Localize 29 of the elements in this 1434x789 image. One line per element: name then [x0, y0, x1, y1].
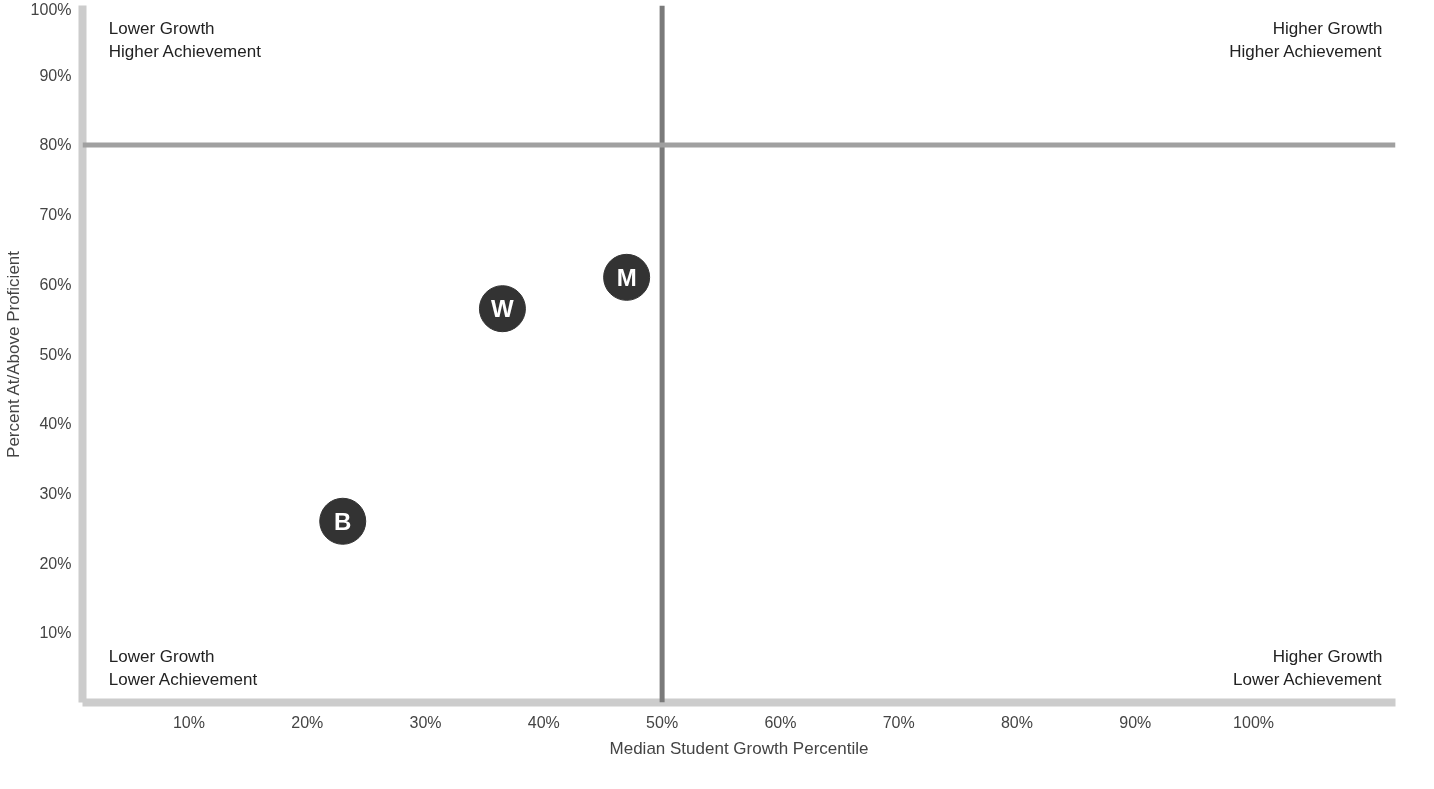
x-tick-label: 80% [1000, 713, 1033, 731]
annotation: Lower Growth Higher Achievement [108, 19, 262, 62]
y-tick-label: 10% [39, 624, 72, 642]
y-tick-label: 100% [30, 0, 72, 18]
y-axis-title: Percent At/Above Proficient [3, 250, 23, 458]
x-tick-label: 50% [646, 713, 679, 731]
x-tick-label: 10% [172, 713, 205, 731]
y-tick-label: 20% [39, 554, 72, 572]
annotation: Higher Growth Higher Achievement [1229, 19, 1383, 62]
x-tick-label: 90% [1119, 713, 1152, 731]
y-tick-label: 70% [39, 206, 72, 224]
x-tick-label: 70% [882, 713, 915, 731]
x-tick-label: 30% [409, 713, 442, 731]
annotation: M [616, 263, 637, 291]
y-tick-label: 50% [39, 345, 72, 363]
annotation: Lower Growth Lower Achievement [108, 646, 258, 689]
y-tick-label: 80% [39, 136, 72, 154]
x-tick-label: 60% [764, 713, 797, 731]
y-tick-label: 40% [39, 415, 72, 433]
y-tick-label: 60% [39, 275, 72, 293]
x-tick-label: 20% [291, 713, 324, 731]
annotation: W [491, 295, 515, 323]
y-tick-label: 90% [39, 66, 72, 84]
y-tick-label: 30% [39, 484, 72, 502]
x-tick-label: 100% [1233, 713, 1275, 731]
annotation: B [334, 507, 352, 535]
x-axis-title: Median Student Growth Percentile [609, 738, 869, 758]
x-tick-label: 40% [527, 713, 560, 731]
annotation: Higher Growth Lower Achievement [1233, 646, 1383, 689]
